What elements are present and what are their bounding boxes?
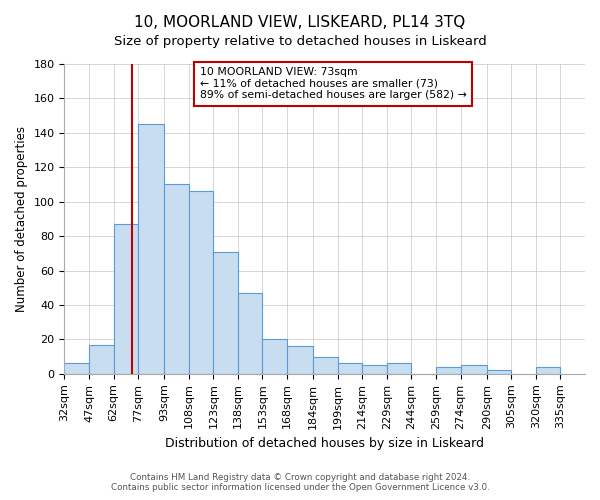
Bar	[238, 293, 262, 374]
X-axis label: Distribution of detached houses by size in Liskeard: Distribution of detached houses by size …	[165, 437, 484, 450]
Bar	[287, 346, 313, 374]
Bar	[189, 192, 214, 374]
Bar	[262, 340, 287, 374]
Bar	[461, 365, 487, 374]
Text: 10 MOORLAND VIEW: 73sqm
← 11% of detached houses are smaller (73)
89% of semi-de: 10 MOORLAND VIEW: 73sqm ← 11% of detache…	[200, 67, 467, 100]
Bar	[164, 184, 189, 374]
Bar	[214, 252, 238, 374]
Bar	[536, 367, 560, 374]
Bar	[313, 356, 338, 374]
Text: Size of property relative to detached houses in Liskeard: Size of property relative to detached ho…	[113, 35, 487, 48]
Bar	[487, 370, 511, 374]
Text: Contains HM Land Registry data © Crown copyright and database right 2024.
Contai: Contains HM Land Registry data © Crown c…	[110, 473, 490, 492]
Bar	[138, 124, 164, 374]
Bar	[338, 364, 362, 374]
Y-axis label: Number of detached properties: Number of detached properties	[15, 126, 28, 312]
Bar	[64, 364, 89, 374]
Bar	[387, 364, 412, 374]
Bar	[362, 365, 387, 374]
Bar	[113, 224, 138, 374]
Text: 10, MOORLAND VIEW, LISKEARD, PL14 3TQ: 10, MOORLAND VIEW, LISKEARD, PL14 3TQ	[134, 15, 466, 30]
Bar	[89, 344, 113, 374]
Bar	[436, 367, 461, 374]
